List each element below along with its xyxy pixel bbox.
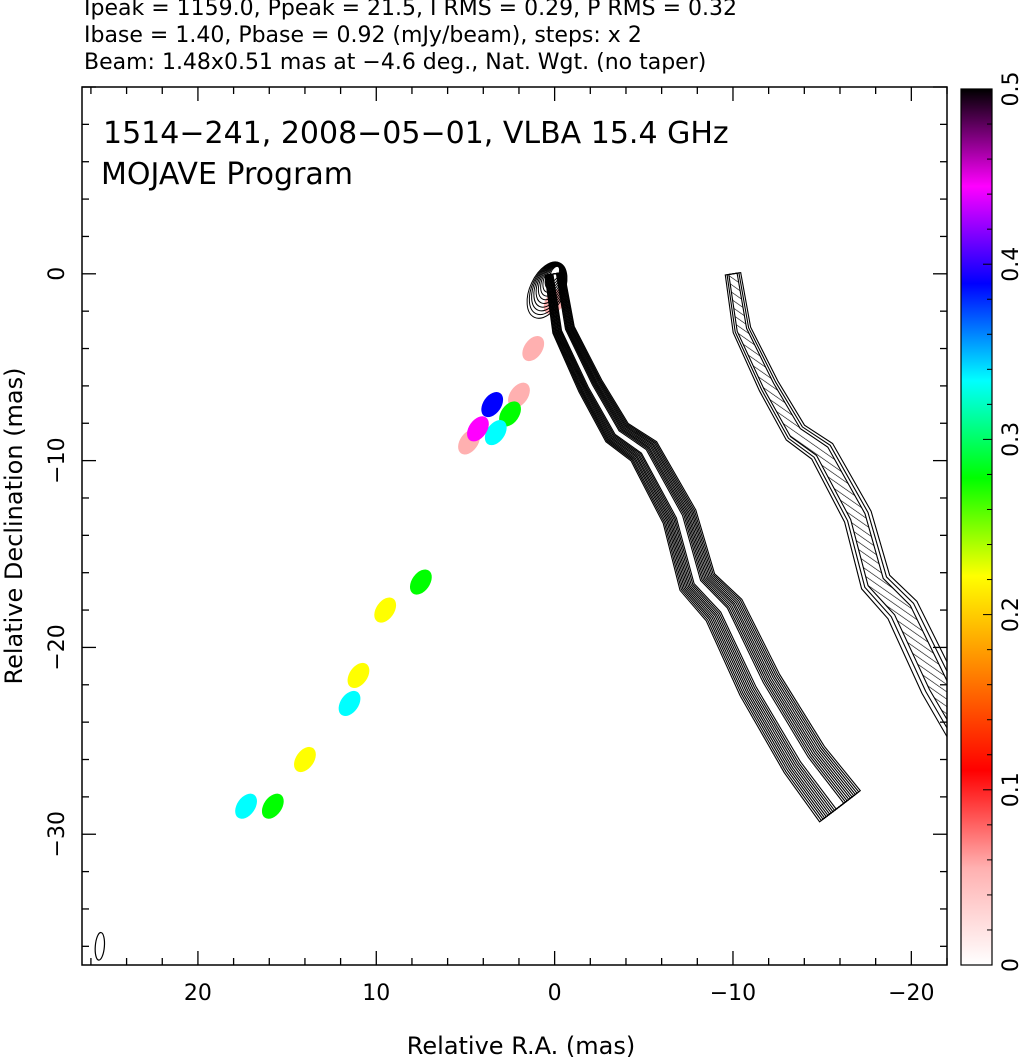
x-tick-label: 10	[362, 981, 390, 1006]
polarization-blob	[484, 420, 507, 446]
polarization-blob	[347, 662, 370, 689]
x-tick-label: 20	[184, 981, 212, 1006]
beam-ellipse	[94, 931, 106, 961]
intensity-contour	[551, 272, 847, 812]
polarization-blob	[374, 597, 397, 623]
polarization-blob	[481, 391, 504, 418]
polarization-contour	[728, 272, 947, 721]
header-line-3: Beam: 1.48x0.51 mas at −4.6 deg., Nat. W…	[84, 50, 707, 75]
y-tick-label: 0	[45, 267, 70, 281]
colorbar-frame	[960, 88, 993, 966]
axis-ticks: 20 10 0 −10 −20 0 −10 −20 −30	[45, 86, 948, 1006]
y-tick-label: −30	[45, 811, 70, 857]
map-title: 1514−241, 2008−05−01, VLBA 15.4 GHz	[103, 116, 729, 151]
polarization-blob	[467, 416, 489, 442]
intensity-contour	[546, 271, 858, 820]
colorbar: 0 0.1 0.2 0.3 0.4 0.5	[960, 72, 1022, 972]
colorbar-gradient	[961, 89, 992, 965]
x-tick-label: −10	[710, 981, 756, 1006]
colorbar-tick-label: 0.5	[999, 72, 1022, 107]
colorbar-tick-label: 0.4	[999, 247, 1022, 282]
colorbar-tick-label: 0	[999, 958, 1022, 972]
polarization-blob	[261, 793, 284, 819]
polarization-blob	[522, 335, 545, 362]
header-line-1: Ipeak = 1159.0, Ppeak = 21.5, I RMS = 0.…	[84, 0, 737, 21]
intensity-contour	[550, 272, 848, 813]
intensity-contour	[546, 272, 857, 819]
intensity-contour	[549, 272, 850, 814]
y-axis-title: Relative Declination (mas)	[0, 367, 28, 684]
core-contour	[526, 261, 568, 319]
polarization-blob	[338, 690, 361, 717]
polarization-contours	[724, 271, 947, 738]
intensity-contour	[547, 272, 855, 818]
map-subtitle: MOJAVE Program	[101, 157, 353, 192]
polarization-blob	[235, 793, 257, 819]
intensity-contour	[549, 272, 852, 815]
polarization-contour	[724, 271, 947, 738]
x-tick-label: 0	[548, 981, 562, 1006]
polarization-color-layer	[235, 289, 566, 819]
intensity-contours	[94, 261, 862, 961]
intensity-contour	[548, 272, 853, 817]
colorbar-tick-label: 0.1	[999, 772, 1022, 807]
y-tick-label: −20	[45, 624, 70, 670]
colorbar-ticks: 0 0.1 0.2 0.3 0.4 0.5	[983, 72, 1022, 972]
polarization-blob	[409, 569, 432, 595]
plot-body	[94, 261, 947, 961]
intensity-contour	[552, 272, 845, 810]
header-line-2: Ibase = 1.40, Pbase = 0.92 (mJy/beam), s…	[84, 23, 642, 48]
plot-frame	[81, 86, 948, 966]
colorbar-tick-label: 0.2	[999, 597, 1022, 632]
polarization-contour	[726, 272, 947, 730]
intensity-contour	[544, 271, 862, 823]
polarization-blob	[499, 401, 521, 427]
y-tick-label: −10	[45, 437, 70, 483]
intensity-contour	[545, 271, 860, 822]
colorbar-tick-label: 0.3	[999, 422, 1022, 457]
polarization-blob	[294, 746, 316, 773]
x-axis-title: Relative R.A. (mas)	[407, 1032, 635, 1060]
x-tick-label: −20	[888, 981, 934, 1006]
